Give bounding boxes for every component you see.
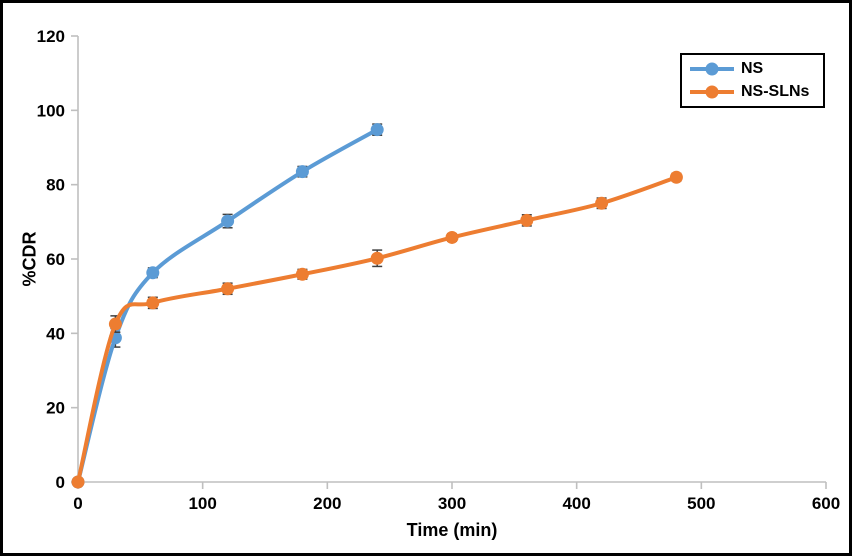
x-tick-label: 100 [188,494,216,513]
y-tick-label: 60 [46,250,65,269]
chart-canvas: 0 20 40 60 80 100 120 0 100 200 300 400 500 600 [37,27,841,513]
y-tick-label: 0 [56,473,65,492]
legend-label-ns: NS [741,60,764,78]
y-tick-label: 120 [37,27,65,46]
y-tick-label: 20 [46,399,65,418]
legend: NS NS-SLNs [680,53,825,108]
legend-label-ns-slns: NS-SLNs [741,82,810,100]
data-point-marker [146,266,160,280]
x-tick-label: 600 [812,494,840,513]
data-point-marker [669,170,683,184]
legend-item-ns-slns: NS-SLNs [690,82,819,100]
data-point-marker [221,214,235,228]
data-point-marker [445,230,459,244]
y-tick-label: 40 [46,324,65,343]
data-point-marker [295,267,309,281]
data-point-marker [221,282,235,296]
data-point-marker [146,296,160,310]
data-point-marker [595,196,609,210]
data-point-marker [108,317,122,331]
data-point-marker [71,475,85,489]
ns-slns-legend-marker-icon [690,85,734,99]
y-tick-label: 80 [46,176,65,195]
x-tick-label: 300 [438,494,466,513]
series-line-0 [76,127,380,484]
y-tick-label: 100 [37,101,65,120]
series-line-1 [76,175,679,484]
x-tick-label: 200 [313,494,341,513]
data-point-marker [370,251,384,265]
ns-legend-marker-icon [690,62,734,76]
data-point-marker [520,213,534,227]
data-point-marker [370,123,384,137]
y-axis-title: %CDR [19,231,40,287]
x-tick-label: 0 [73,494,82,513]
x-tick-label: 500 [687,494,715,513]
legend-item-ns: NS [690,61,819,77]
data-point-marker [295,165,309,179]
x-tick-label: 400 [562,494,590,513]
x-axis-title: Time (min) [406,520,498,540]
